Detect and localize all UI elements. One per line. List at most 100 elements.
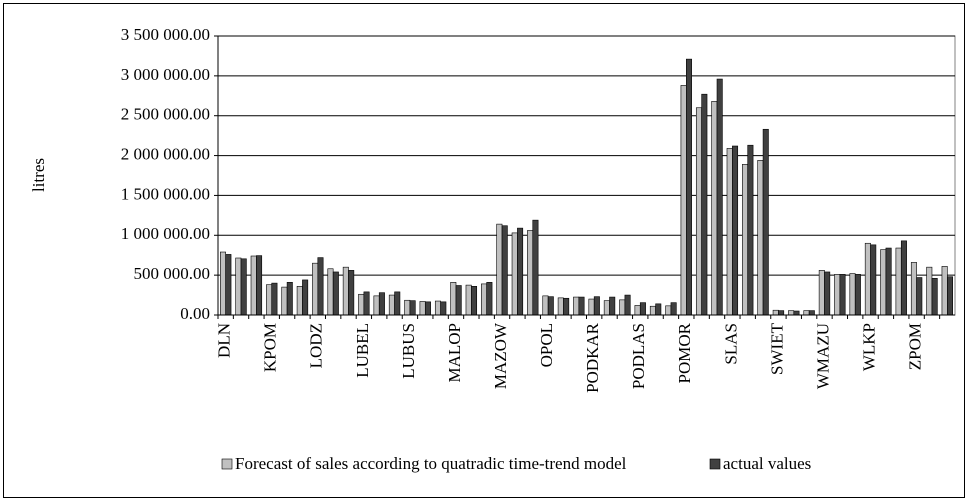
bar	[317, 257, 324, 316]
bar	[578, 296, 585, 316]
bar	[481, 283, 487, 316]
x-tick-label: ZPOM	[906, 323, 925, 370]
y-tick-label: 1 000 000.00	[121, 224, 210, 243]
x-tick-label: MAZOW	[491, 322, 510, 389]
bar	[394, 291, 401, 316]
bar	[281, 286, 288, 316]
bar	[834, 274, 841, 316]
bar	[772, 309, 779, 316]
bar	[557, 297, 564, 316]
bar	[547, 296, 554, 316]
x-tick-label: PODKAR	[583, 322, 602, 393]
bar	[732, 145, 739, 316]
bar	[332, 271, 339, 316]
bar	[424, 301, 431, 316]
legend-label: actual values	[723, 454, 811, 473]
y-axis-label: litres	[29, 158, 48, 192]
bar	[373, 295, 380, 316]
bar	[686, 58, 692, 316]
bar	[910, 262, 917, 316]
bar	[665, 305, 672, 316]
bar	[747, 144, 754, 316]
plot-area	[217, 35, 956, 316]
bar	[864, 242, 871, 316]
y-tick-label: 500 000.00	[134, 264, 211, 283]
bar	[880, 249, 887, 316]
bar	[895, 247, 902, 316]
bar	[532, 219, 539, 316]
x-tick-label: DLN	[215, 323, 234, 358]
x-tick-label: WLKP	[859, 323, 878, 371]
bar	[465, 284, 472, 316]
bar	[742, 164, 749, 316]
bar	[839, 274, 846, 316]
legend-swatch	[221, 458, 233, 470]
legend-swatch	[709, 458, 721, 470]
bar	[655, 303, 662, 316]
bar	[225, 254, 232, 316]
bar	[296, 286, 303, 316]
bar	[286, 282, 293, 316]
bar	[327, 268, 334, 316]
x-tick-label: PODLAS	[629, 323, 648, 389]
bar	[619, 299, 626, 316]
bar	[517, 227, 524, 316]
x-tick-label: KPOM	[261, 323, 280, 372]
bar	[701, 93, 708, 316]
y-tick-label: 0.00	[180, 304, 210, 323]
bar	[885, 247, 892, 316]
x-tick-label: WMAZU	[813, 323, 832, 389]
bar	[649, 305, 656, 316]
bar	[220, 251, 226, 316]
bar	[404, 299, 411, 316]
bar	[455, 285, 462, 316]
x-tick-label: LUBEL	[353, 323, 372, 378]
bar	[695, 107, 702, 316]
bar	[670, 302, 677, 316]
bar	[680, 85, 687, 316]
bar	[916, 277, 923, 316]
bar	[824, 271, 831, 316]
bar	[603, 300, 610, 316]
bar	[358, 293, 365, 316]
x-tick-label: SLAS	[721, 323, 740, 365]
bar	[256, 255, 263, 316]
bar	[302, 279, 309, 316]
bar	[947, 276, 953, 316]
bar	[450, 282, 457, 316]
x-tick-label: POMOR	[675, 322, 694, 383]
x-tick-label: MALOP	[445, 323, 464, 383]
bar	[542, 295, 549, 316]
x-tick-label: LUBUS	[399, 323, 418, 379]
bar	[378, 292, 385, 316]
bar	[854, 274, 861, 316]
bar	[849, 273, 856, 316]
bar	[342, 266, 349, 316]
bar	[818, 270, 825, 316]
bar	[250, 255, 257, 316]
bar	[711, 101, 718, 316]
bar	[419, 301, 426, 316]
bar	[563, 297, 570, 316]
bar	[501, 225, 508, 316]
y-tick-label: 2 500 000.00	[121, 105, 210, 124]
bar	[639, 302, 646, 316]
bar	[926, 266, 933, 316]
bar	[573, 296, 580, 316]
x-tick-label: LODZ	[307, 323, 326, 368]
bar	[931, 278, 938, 316]
bar	[496, 223, 503, 316]
bar	[388, 294, 395, 316]
bar	[803, 310, 810, 316]
bar	[609, 296, 616, 316]
bar	[793, 310, 800, 316]
legend-label: Forecast of sales according to quatradic…	[235, 454, 627, 473]
bar	[409, 300, 416, 316]
y-tick-label: 3 500 000.00	[121, 25, 210, 44]
bar	[593, 296, 600, 316]
x-tick-label: SWIET	[767, 322, 786, 375]
bar	[588, 298, 595, 316]
bar	[762, 128, 769, 316]
bar	[726, 148, 733, 316]
